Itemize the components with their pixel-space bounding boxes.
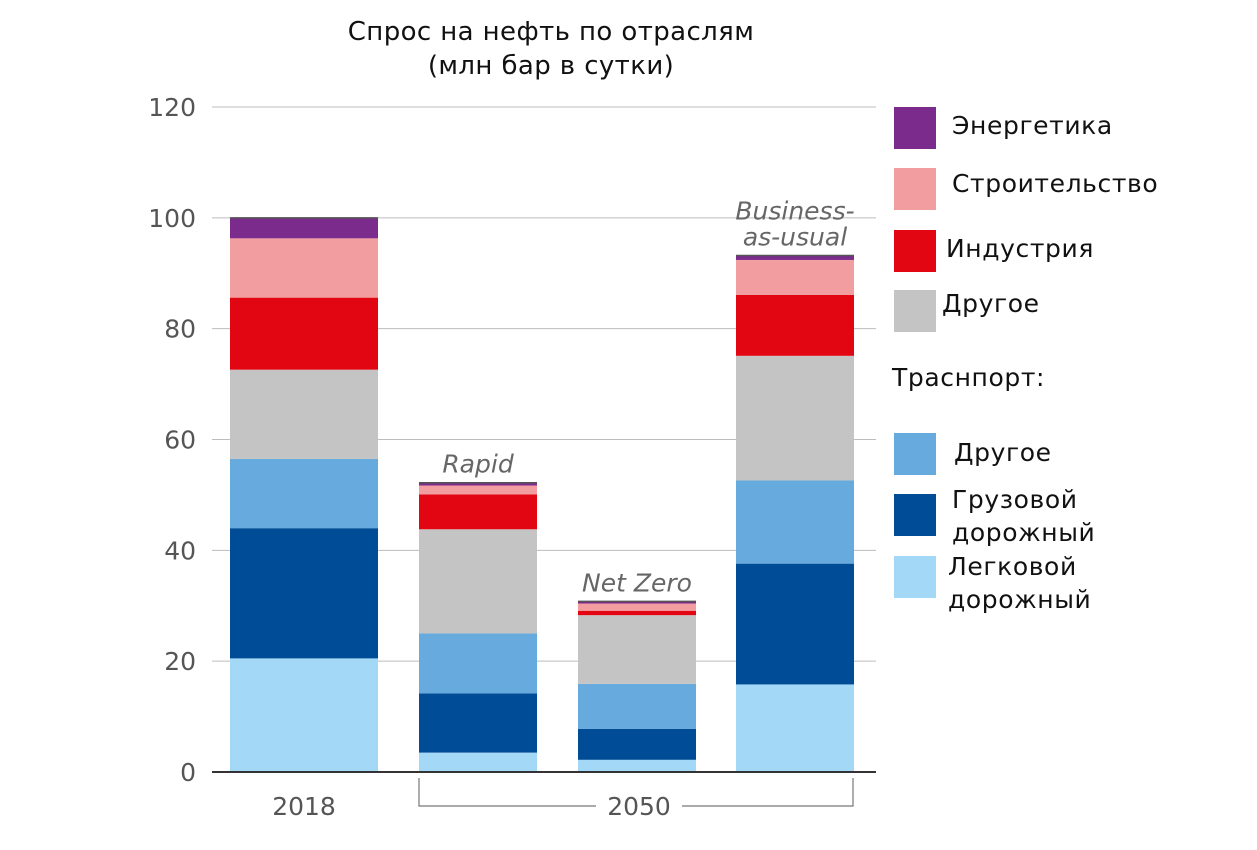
bar-segment-passenger	[230, 658, 378, 772]
bar-segment-other	[230, 369, 378, 459]
bar-note: Net Zero	[582, 568, 692, 597]
y-tick-label: 0	[180, 758, 196, 787]
bar-segment-transport_other	[419, 633, 537, 694]
y-tick-label: 100	[148, 204, 196, 233]
bar-segment-transport_other	[736, 480, 854, 564]
legend-swatch	[894, 290, 936, 332]
bar-segment-passenger	[736, 684, 854, 772]
y-tick-label: 120	[148, 93, 196, 122]
bar-segment-industry	[578, 610, 696, 616]
legend-swatch	[894, 230, 936, 272]
legend-swatch	[894, 168, 936, 210]
legend-swatch	[894, 433, 936, 475]
bar-segment-passenger	[578, 759, 696, 772]
bar-segment-buildings	[419, 485, 537, 495]
bar-segment-power	[736, 255, 854, 260]
bar-business-as-usual	[736, 254, 854, 772]
bar-segment-power	[419, 482, 537, 486]
legend-swatch	[894, 107, 936, 149]
legend-label: Другое	[942, 289, 1040, 318]
stacked-bars	[230, 217, 854, 772]
legend-label: Легковой	[948, 552, 1077, 581]
bar-net-zero	[578, 600, 696, 772]
x-group-bracket	[418, 778, 854, 807]
bar-segment-industry	[230, 297, 378, 370]
bar-segment-industry	[736, 294, 854, 356]
legend-label: Строительство	[952, 169, 1158, 198]
bar-segment-power	[230, 217, 378, 239]
bar-notes: Rapid Net Zero Business-as-usual	[442, 197, 854, 598]
legend-label: Другое	[954, 438, 1052, 467]
bar-segment-industry	[419, 494, 537, 530]
x-label-2018: 2018	[272, 792, 336, 821]
y-tick-label: 40	[164, 536, 196, 565]
bar-segment-freight	[230, 528, 378, 659]
bar-segment-buildings	[736, 259, 854, 295]
y-tick-label: 80	[164, 315, 196, 344]
chart-title-line: Спрос на нефть по отраслям	[348, 17, 755, 47]
legend-label: Траснпорт:	[891, 363, 1045, 392]
bar-rapid	[419, 481, 537, 772]
x-label-2050: 2050	[607, 792, 671, 821]
bar-segment-freight	[578, 728, 696, 760]
chart-title-line: (млн бар в сутки)	[428, 51, 674, 81]
bar-segment-buildings	[578, 603, 696, 611]
bar-note: as-usual	[743, 223, 847, 252]
bar-segment-transport_other	[578, 683, 696, 729]
legend-label: дорожный	[948, 585, 1091, 614]
legend-label: Индустрия	[946, 234, 1094, 263]
y-axis: 0 20 40 60 80 100 120	[148, 93, 196, 787]
chart-title: Спрос на нефть по отраслям (млн бар в сут…	[348, 17, 755, 81]
bar-segment-passenger	[419, 752, 537, 772]
legend-label: Энергетика	[952, 111, 1113, 140]
y-tick-label: 20	[164, 647, 196, 676]
bar-2018	[230, 217, 378, 772]
bar-segment-freight	[736, 563, 854, 685]
y-tick-label: 60	[164, 426, 196, 455]
bar-note: Business-	[735, 197, 854, 226]
legend-swatch	[894, 494, 936, 536]
bar-segment-buildings	[230, 238, 378, 298]
legend-swatch	[894, 556, 936, 598]
legend: Энергетика Строительство Индустрия Другое Тр…	[891, 107, 1158, 614]
bar-segment-power	[578, 601, 696, 604]
bar-segment-freight	[419, 693, 537, 753]
legend-label: дорожный	[952, 518, 1095, 547]
bar-segment-other	[736, 355, 854, 481]
legend-label: Грузовой	[952, 485, 1078, 514]
bar-note: Rapid	[442, 450, 514, 479]
bar-segment-other	[578, 615, 696, 684]
x-axis-labels: 2018 2050	[272, 778, 854, 821]
bar-segment-transport_other	[230, 458, 378, 529]
bar-segment-other	[419, 529, 537, 634]
